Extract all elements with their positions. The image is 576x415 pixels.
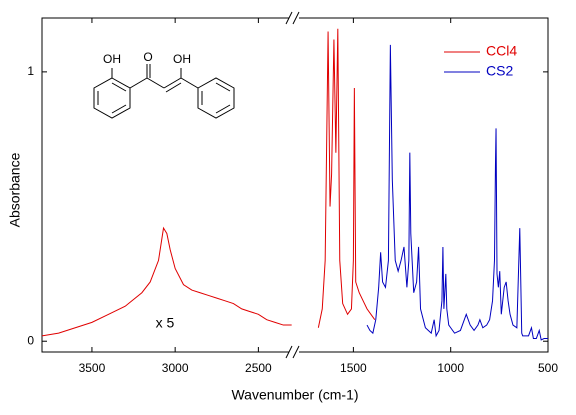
- spectrum-line: [366, 44, 548, 341]
- spectrum-line: [41, 28, 376, 337]
- annotation: x 5: [156, 315, 175, 331]
- x-tick-label: 2500: [245, 361, 272, 375]
- axis-break: [285, 10, 300, 360]
- structure-label: O: [143, 50, 152, 64]
- x-tick-label: 3000: [162, 361, 189, 375]
- legend-label: CS2: [486, 63, 513, 79]
- molecule: [93, 64, 235, 119]
- structure-label: OH: [103, 52, 121, 66]
- structure-label: OH: [173, 52, 191, 66]
- legend-label: CCl4: [486, 43, 517, 59]
- x-tick-label: 1500: [340, 361, 367, 375]
- x-tick-label: 1000: [437, 361, 464, 375]
- x-tick-label: 3500: [79, 361, 106, 375]
- plot-frame: [41, 17, 549, 353]
- y-tick-label: 1: [27, 64, 34, 78]
- x-tick-label: 500: [538, 361, 558, 375]
- x-axis-label: Wavenumber (cm-1): [231, 387, 358, 403]
- y-axis-label: Absorbance: [7, 152, 23, 227]
- y-tick-label: 0: [27, 333, 34, 347]
